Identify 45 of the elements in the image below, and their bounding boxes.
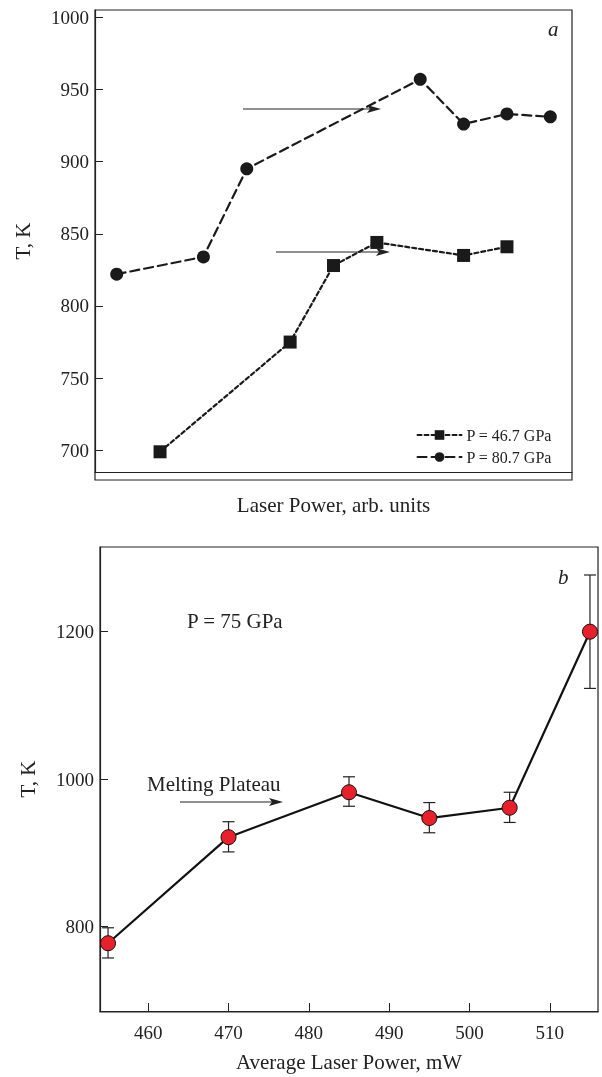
y-tick-label: 1200 bbox=[56, 621, 94, 643]
point bbox=[110, 267, 124, 281]
point bbox=[457, 117, 471, 131]
point bbox=[370, 235, 384, 249]
annotation: a bbox=[548, 16, 559, 41]
point bbox=[500, 240, 514, 254]
point bbox=[500, 107, 514, 121]
annotation: P = 75 GPa bbox=[187, 608, 284, 633]
x-axis-title: Laser Power, arb. units bbox=[236, 492, 431, 517]
point bbox=[196, 250, 210, 264]
y-axis-title: T, K bbox=[15, 760, 40, 798]
y-tick-label: 700 bbox=[60, 439, 89, 461]
y-axis-title: T, K bbox=[10, 222, 35, 260]
point bbox=[100, 935, 117, 952]
point bbox=[283, 335, 297, 349]
legend-label: P = 46.7 GPa bbox=[466, 426, 552, 444]
point bbox=[543, 110, 557, 124]
point bbox=[421, 810, 438, 827]
point bbox=[581, 623, 598, 640]
point bbox=[153, 445, 167, 459]
annotation: b bbox=[558, 564, 569, 589]
point bbox=[220, 829, 237, 846]
x-tick-label: 490 bbox=[374, 1022, 404, 1043]
point bbox=[327, 259, 340, 273]
point bbox=[240, 162, 254, 176]
x-tick-label: 460 bbox=[133, 1022, 163, 1043]
x-tick-label: 470 bbox=[214, 1022, 243, 1043]
x-axis-title: Average Laser Power, mW bbox=[235, 1049, 463, 1074]
y-tick-label: 1000 bbox=[56, 768, 94, 790]
y-tick-label: 900 bbox=[60, 151, 89, 173]
y-tick-label: 750 bbox=[60, 367, 89, 389]
point bbox=[341, 784, 357, 801]
point bbox=[457, 248, 471, 262]
legend-label: P = 80.7 GPa bbox=[466, 448, 552, 466]
x-tick-label: 480 bbox=[294, 1022, 324, 1043]
y-tick-label: 850 bbox=[60, 223, 89, 245]
x-tick-label: 500 bbox=[455, 1022, 484, 1043]
point bbox=[501, 799, 518, 816]
y-tick-label: 1000 bbox=[51, 6, 89, 28]
y-tick-label: 950 bbox=[60, 78, 89, 100]
annotation: Melting Plateau bbox=[147, 771, 282, 796]
point bbox=[413, 72, 427, 86]
y-tick-label: 800 bbox=[60, 295, 89, 317]
y-tick-label: 800 bbox=[65, 915, 94, 937]
x-tick-label: 510 bbox=[535, 1022, 565, 1043]
